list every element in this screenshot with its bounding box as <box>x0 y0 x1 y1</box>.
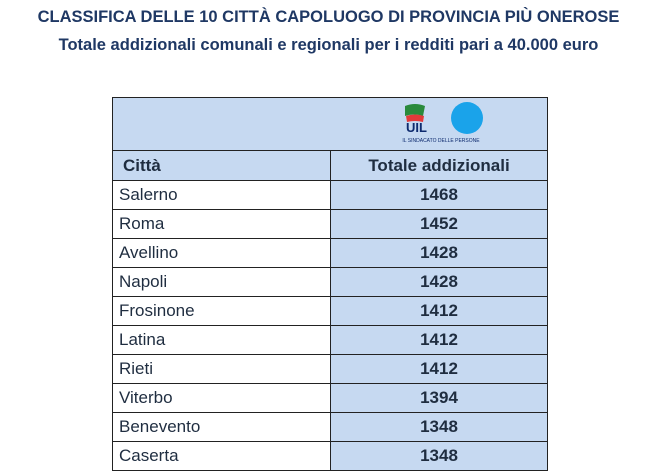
value-cell: 1428 <box>330 238 548 268</box>
value-cell: 1412 <box>330 296 548 326</box>
value-cell: 1348 <box>330 412 548 442</box>
logo-cell: UIL IL SINDACATO DELLE PERSONE <box>112 97 548 151</box>
logo-name: UIL <box>406 120 427 135</box>
table-row: Caserta 1348 <box>112 441 548 471</box>
city-cell: Frosinone <box>112 296 331 326</box>
table-row: Frosinone 1412 <box>112 296 548 326</box>
logo-row: UIL IL SINDACATO DELLE PERSONE <box>112 97 548 151</box>
table-row: Roma 1452 <box>112 209 548 239</box>
city-cell: Salerno <box>112 180 331 210</box>
table-row: Viterbo 1394 <box>112 383 548 413</box>
logo-flag <box>406 114 424 122</box>
title: CLASSIFICA DELLE 10 CITTÀ CAPOLUOGO DI P… <box>37 8 620 26</box>
subtitle: Totale addizionali comunali e regionali … <box>58 36 599 54</box>
column-header: Totale addizionali <box>330 150 548 181</box>
column-header: Città <box>112 150 331 181</box>
city-cell: Caserta <box>112 441 331 471</box>
city-cell: Benevento <box>112 412 331 442</box>
value-cell: 1428 <box>330 267 548 297</box>
table-row: Rieti 1412 <box>112 354 548 384</box>
table-row: Napoli 1428 <box>112 267 548 297</box>
logo-tagline: IL SINDACATO DELLE PERSONE <box>402 138 480 144</box>
value-cell: 1412 <box>330 354 548 384</box>
header-row: Città Totale addizionali <box>112 150 548 181</box>
table-row: Avellino 1428 <box>112 238 548 268</box>
value-cell: 1412 <box>330 325 548 355</box>
city-cell: Viterbo <box>112 383 331 413</box>
value-cell: 1468 <box>330 180 548 210</box>
table-row: Latina 1412 <box>112 325 548 355</box>
city-cell: Rieti <box>112 354 331 384</box>
value-cell: 1348 <box>330 441 548 471</box>
value-cell: 1452 <box>330 209 548 239</box>
city-cell: Avellino <box>112 238 331 268</box>
city-cell: Roma <box>112 209 331 239</box>
table-row: Salerno 1468 <box>112 180 548 210</box>
logo-flag <box>405 104 425 116</box>
table-row: Benevento 1348 <box>112 412 548 442</box>
city-cell: Latina <box>112 325 331 355</box>
logo-circle <box>451 102 483 134</box>
value-cell: 1394 <box>330 383 548 413</box>
city-cell: Napoli <box>112 267 331 297</box>
logo: UIL IL SINDACATO DELLE PERSONE <box>402 102 483 144</box>
ranking-table: UIL IL SINDACATO DELLE PERSONE Città Tot… <box>112 97 548 471</box>
